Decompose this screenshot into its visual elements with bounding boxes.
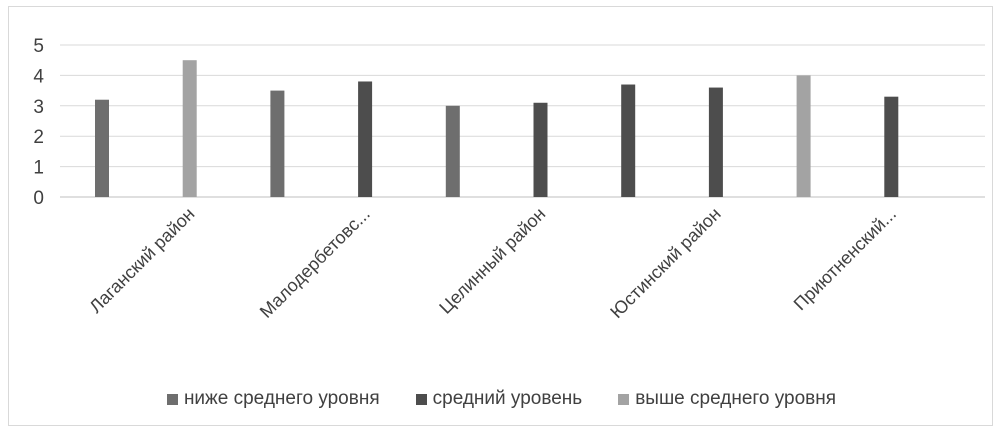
bar	[796, 75, 811, 197]
x-category-label: Целинный район	[435, 204, 549, 318]
bar	[621, 84, 636, 197]
x-category-label: Приютненский...	[790, 204, 900, 314]
bar	[358, 81, 373, 197]
y-tick-label: 3	[33, 97, 44, 118]
bar	[95, 99, 109, 197]
x-category-label: Малодербетовс...	[256, 204, 374, 322]
x-category-label: Лаганский район	[85, 204, 198, 317]
bar	[884, 96, 899, 197]
legend-label-below-average: ниже среднего уровня	[183, 388, 380, 409]
bar	[533, 102, 548, 197]
legend-swatch-below-average	[166, 393, 178, 405]
legend: ниже среднего уровня средний уровень выш…	[0, 388, 1003, 410]
y-tick-label: 5	[33, 36, 44, 57]
y-tick-label: 2	[33, 127, 44, 148]
y-tick-label: 0	[33, 188, 44, 209]
bar	[445, 105, 460, 197]
legend-item-average: средний уровень	[415, 388, 583, 410]
bar	[708, 87, 723, 197]
x-category-label: Юстинский район	[606, 204, 724, 322]
legend-label-above-average: выше среднего уровня	[635, 388, 837, 409]
bar	[270, 90, 285, 197]
legend-swatch-average	[415, 393, 427, 405]
legend-swatch-above-average	[618, 393, 630, 405]
legend-item-below-average: ниже среднего уровня	[166, 388, 380, 410]
legend-label-average: средний уровень	[432, 388, 583, 409]
bar	[182, 60, 197, 198]
y-tick-label: 4	[33, 66, 44, 87]
y-tick-label: 1	[33, 158, 44, 179]
legend-item-above-average: выше среднего уровня	[618, 388, 836, 410]
chart-frame	[8, 6, 993, 426]
